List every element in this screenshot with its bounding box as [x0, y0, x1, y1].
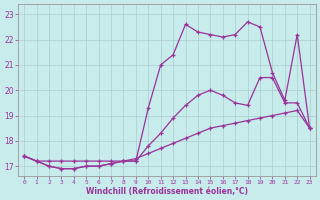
X-axis label: Windchill (Refroidissement éolien,°C): Windchill (Refroidissement éolien,°C): [86, 187, 248, 196]
